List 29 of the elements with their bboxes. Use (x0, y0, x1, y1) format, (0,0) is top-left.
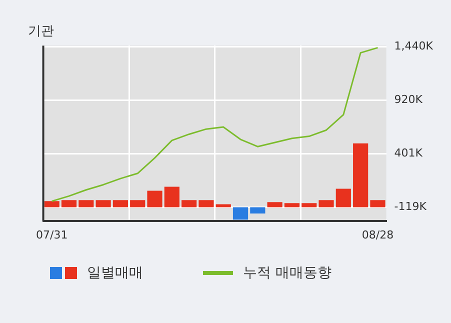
bar (267, 202, 282, 208)
y-tick-label: 920K (394, 93, 424, 106)
bar (250, 207, 266, 214)
bar (130, 200, 146, 208)
bar (198, 200, 214, 208)
bar (353, 143, 368, 208)
bar (370, 200, 386, 208)
bar (336, 188, 351, 208)
legend-label: 일별매매 (87, 264, 143, 282)
y-tick-label: 1,440K (394, 39, 434, 52)
x-tick-label: 07/31 (36, 228, 68, 242)
bar (78, 200, 94, 208)
bar (96, 200, 111, 208)
y-tick-label: -119K (394, 200, 428, 214)
bar (318, 200, 334, 208)
bar (44, 201, 60, 208)
bar (216, 204, 231, 208)
bar (302, 203, 317, 208)
bar (164, 186, 180, 208)
bar (147, 190, 162, 208)
bar (61, 200, 77, 208)
bar (182, 200, 197, 208)
bar (232, 207, 248, 220)
x-tick-label: 08/28 (362, 228, 394, 242)
y-tick-label: 401K (394, 146, 424, 160)
legend-label: 누적 매매동향 (243, 264, 332, 282)
bar (112, 200, 128, 208)
chart-title: 기관 (28, 24, 54, 40)
bar (284, 203, 300, 208)
